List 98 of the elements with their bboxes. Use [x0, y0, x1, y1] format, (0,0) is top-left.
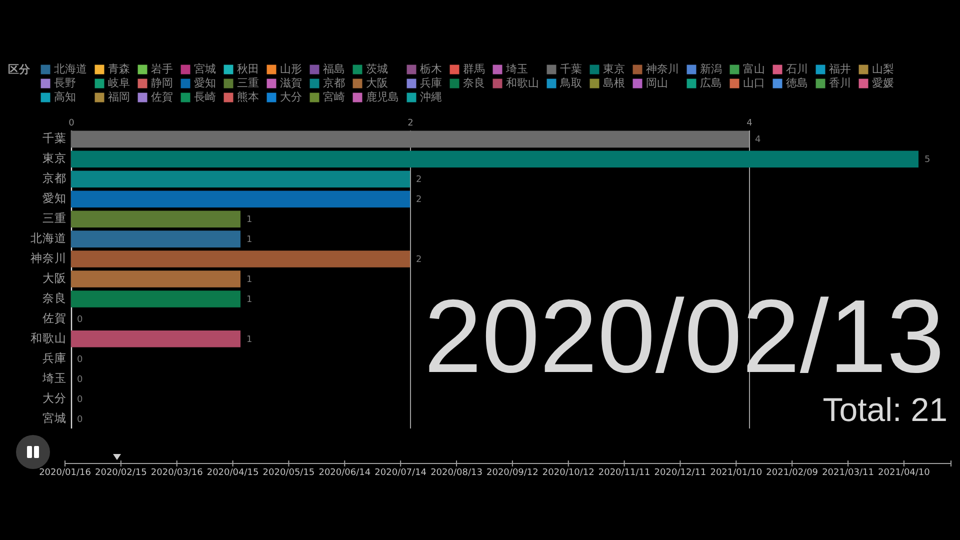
legend-label: 愛知 [194, 76, 216, 90]
legend-label: 奈良 [463, 76, 485, 90]
y-tick-label: 千葉 [42, 131, 66, 146]
legend-label: 岡山 [646, 76, 668, 90]
text: 2020/11/11 [598, 468, 650, 478]
legend-label: 福井 [829, 62, 851, 76]
data-label: 5 [924, 155, 930, 166]
y-tick-label: 大分 [42, 390, 66, 405]
text: 2020/06/14 [318, 468, 371, 478]
legend-label: 千葉 [560, 62, 582, 76]
y-tick-label: 東京 [42, 151, 66, 166]
data-label: 2 [416, 255, 422, 266]
legend-label: 高知 [54, 90, 76, 104]
data-label: 1 [246, 294, 252, 305]
y-tick-label: 奈良 [42, 290, 66, 305]
legend-label: 島根 [603, 76, 625, 90]
legend-label: 岐阜 [108, 76, 130, 90]
x-tick-label: 4 [746, 118, 753, 128]
text: 2021/01/10 [710, 468, 762, 478]
y-tick-label: 埼玉 [42, 370, 66, 385]
y-tick-label: 宮城 [42, 410, 66, 425]
text: 2020/07/14 [374, 468, 427, 478]
legend-label: 香川 [829, 76, 851, 90]
legend-label: 熊本 [237, 90, 259, 104]
legend-label: 富山 [743, 62, 765, 76]
annotation: Total: 21 [822, 391, 948, 428]
legend-label: 佐賀 [151, 90, 173, 104]
legend-label: 鹿児島 [366, 90, 399, 104]
y-tick-label: 佐賀 [42, 310, 66, 325]
legend-label: 愛媛 [872, 76, 894, 90]
legend-label: 宮崎 [323, 90, 345, 104]
text: 2020/12/11 [654, 468, 706, 478]
x-tick-label: 0 [68, 118, 75, 128]
legend-label: 北海道 [54, 62, 87, 76]
legend-label: 滋賀 [280, 76, 302, 90]
data-label: 0 [77, 314, 83, 325]
data-label: 1 [246, 334, 252, 345]
y-tick-label: 大阪 [42, 271, 66, 285]
legend-label: 広島 [700, 76, 722, 90]
legend-label: 京都 [323, 76, 345, 90]
legend-label: 新潟 [700, 62, 722, 76]
text: 2020/03/16 [150, 468, 204, 478]
y-tick-label: 京都 [42, 171, 66, 186]
data-label: 1 [246, 275, 252, 285]
text: 2020/01/16 [39, 468, 92, 478]
legend-label: 神奈川 [646, 62, 679, 76]
legend-label: 三重 [237, 76, 259, 90]
text: 2020/04/15 [206, 468, 259, 478]
legend-label: 大分 [280, 90, 302, 104]
data-label: 1 [246, 235, 252, 246]
legend-label: 山梨 [872, 62, 894, 76]
text: 2021/03/11 [822, 468, 874, 478]
data-label: 2 [416, 195, 422, 206]
data-label: 2 [416, 175, 422, 186]
legend-label: 岩手 [151, 62, 173, 76]
y-tick-label: 和歌山 [30, 330, 66, 345]
legend-label: 栃木 [420, 62, 442, 76]
legend-label: 青森 [108, 62, 130, 76]
data-label: 4 [755, 135, 761, 146]
text: 2020/09/12 [486, 468, 538, 478]
legend-label: 長野 [54, 76, 76, 90]
y-tick-label: 愛知 [42, 191, 66, 206]
legend-label: 東京 [603, 62, 625, 76]
legend-label: 茨城 [366, 62, 388, 76]
text: 2021/02/09 [766, 468, 818, 478]
y-tick-label: 三重 [42, 211, 66, 226]
legend-label: 徳島 [786, 76, 808, 90]
data-label: 0 [77, 354, 83, 365]
legend-title: 区分 [8, 63, 31, 76]
legend-label: 鳥取 [559, 76, 582, 90]
legend-label: 秋田 [237, 62, 259, 76]
text: 2020/02/15 [94, 468, 147, 478]
legend-label: 埼玉 [505, 62, 528, 76]
legend-label: 兵庫 [420, 76, 442, 90]
legend-label: 宮城 [194, 62, 216, 76]
y-tick-label: 北海道 [30, 231, 66, 246]
legend-label: 石川 [786, 62, 808, 76]
legend-label: 大阪 [366, 76, 388, 90]
legend-label: 群馬 [463, 62, 485, 76]
data-label: 0 [77, 414, 83, 425]
legend-label: 静岡 [151, 76, 173, 90]
legend-label: 長崎 [194, 90, 216, 104]
legend-label: 福岡 [108, 90, 130, 104]
y-tick-label: 兵庫 [42, 350, 66, 365]
data-label: 1 [246, 215, 252, 226]
legend-label: 山口 [743, 76, 765, 90]
text: 2020/05/15 [262, 468, 315, 478]
data-label: 0 [77, 394, 83, 405]
text: 2021/04/10 [878, 468, 930, 478]
legend-label: 山形 [280, 62, 302, 76]
legend-label: 沖縄 [420, 90, 442, 104]
y-tick-label: 神奈川 [30, 251, 66, 266]
data-label: 0 [77, 374, 83, 385]
text: 2020/10/12 [542, 468, 594, 478]
x-tick-label: 2 [408, 118, 414, 128]
legend-label: 福島 [323, 62, 345, 76]
legend-label: 和歌山 [506, 76, 539, 90]
text: 2020/08/13 [430, 468, 482, 478]
